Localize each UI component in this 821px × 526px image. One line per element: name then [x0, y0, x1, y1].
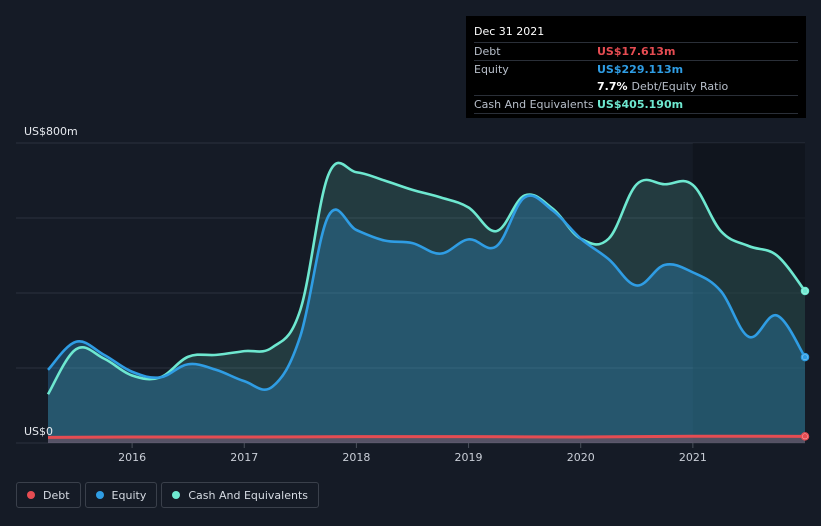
tooltip-cash-row: Cash And Equivalents US$405.190m	[474, 96, 798, 114]
x-axis-ticks: 2016 2017 2018 2019 2020 2021	[118, 443, 707, 464]
equity-area	[48, 195, 805, 443]
legend-label-equity: Equity	[111, 488, 147, 502]
x-tick-label: 2021	[679, 451, 707, 464]
tooltip-debt-value: US$17.613m	[597, 45, 676, 58]
cash-series-line	[46, 161, 807, 395]
debt-dot-icon	[27, 491, 35, 499]
tooltip-debt-row: Debt US$17.613m	[474, 43, 798, 61]
x-tick-label: 2017	[230, 451, 258, 464]
data-tooltip: Dec 31 2021 Debt US$17.613m Equity US$22…	[466, 16, 806, 118]
equity-dot-icon	[95, 491, 104, 499]
chart-grid	[16, 142, 805, 444]
chart-areas	[48, 162, 805, 443]
tooltip-cash-value: US$405.190m	[597, 98, 684, 111]
chart-end-points	[800, 286, 810, 441]
tooltip-ratio-value: 7.7%	[597, 80, 628, 93]
tooltip-equity-row: Equity US$229.113m	[474, 61, 798, 78]
equity-end-point-core	[802, 354, 808, 360]
tooltip-equity-value: US$229.113m	[597, 63, 684, 76]
chart-legend: Debt Equity Cash And Equivalents	[16, 482, 319, 510]
debt-series-line	[47, 434, 806, 439]
debt-end-point-core	[802, 433, 808, 439]
tooltip-equity-label: Equity	[474, 63, 509, 76]
equity-series-line	[47, 194, 807, 392]
legend-label-debt: Debt	[43, 488, 70, 502]
legend-item-cash[interactable]: Cash And Equivalents	[161, 482, 319, 508]
chart-lines	[46, 161, 807, 439]
x-tick-label: 2019	[455, 451, 483, 464]
legend-label-cash: Cash And Equivalents	[188, 488, 308, 502]
x-tick-label: 2016	[118, 451, 146, 464]
tooltip-date: Dec 31 2021	[474, 23, 798, 43]
y-axis-top-label: US$800m	[24, 125, 78, 138]
tooltip-cash-label: Cash And Equivalents	[474, 98, 594, 111]
history-shade	[692, 143, 805, 443]
tooltip-debt-label: Debt	[474, 45, 501, 58]
x-tick-label: 2018	[342, 451, 370, 464]
tooltip-ratio-row: 7.7% Debt/Equity Ratio	[474, 78, 798, 96]
cash-dot-icon	[172, 491, 181, 499]
cash-end-point-core	[802, 288, 808, 294]
tooltip-ratio-label: Debt/Equity Ratio	[631, 80, 729, 93]
cash-area	[48, 162, 805, 443]
y-axis-bottom-label: US$0	[24, 425, 54, 438]
legend-item-equity[interactable]: Equity	[84, 482, 158, 508]
legend-item-debt[interactable]: Debt	[16, 482, 81, 508]
x-tick-label: 2020	[567, 451, 595, 464]
